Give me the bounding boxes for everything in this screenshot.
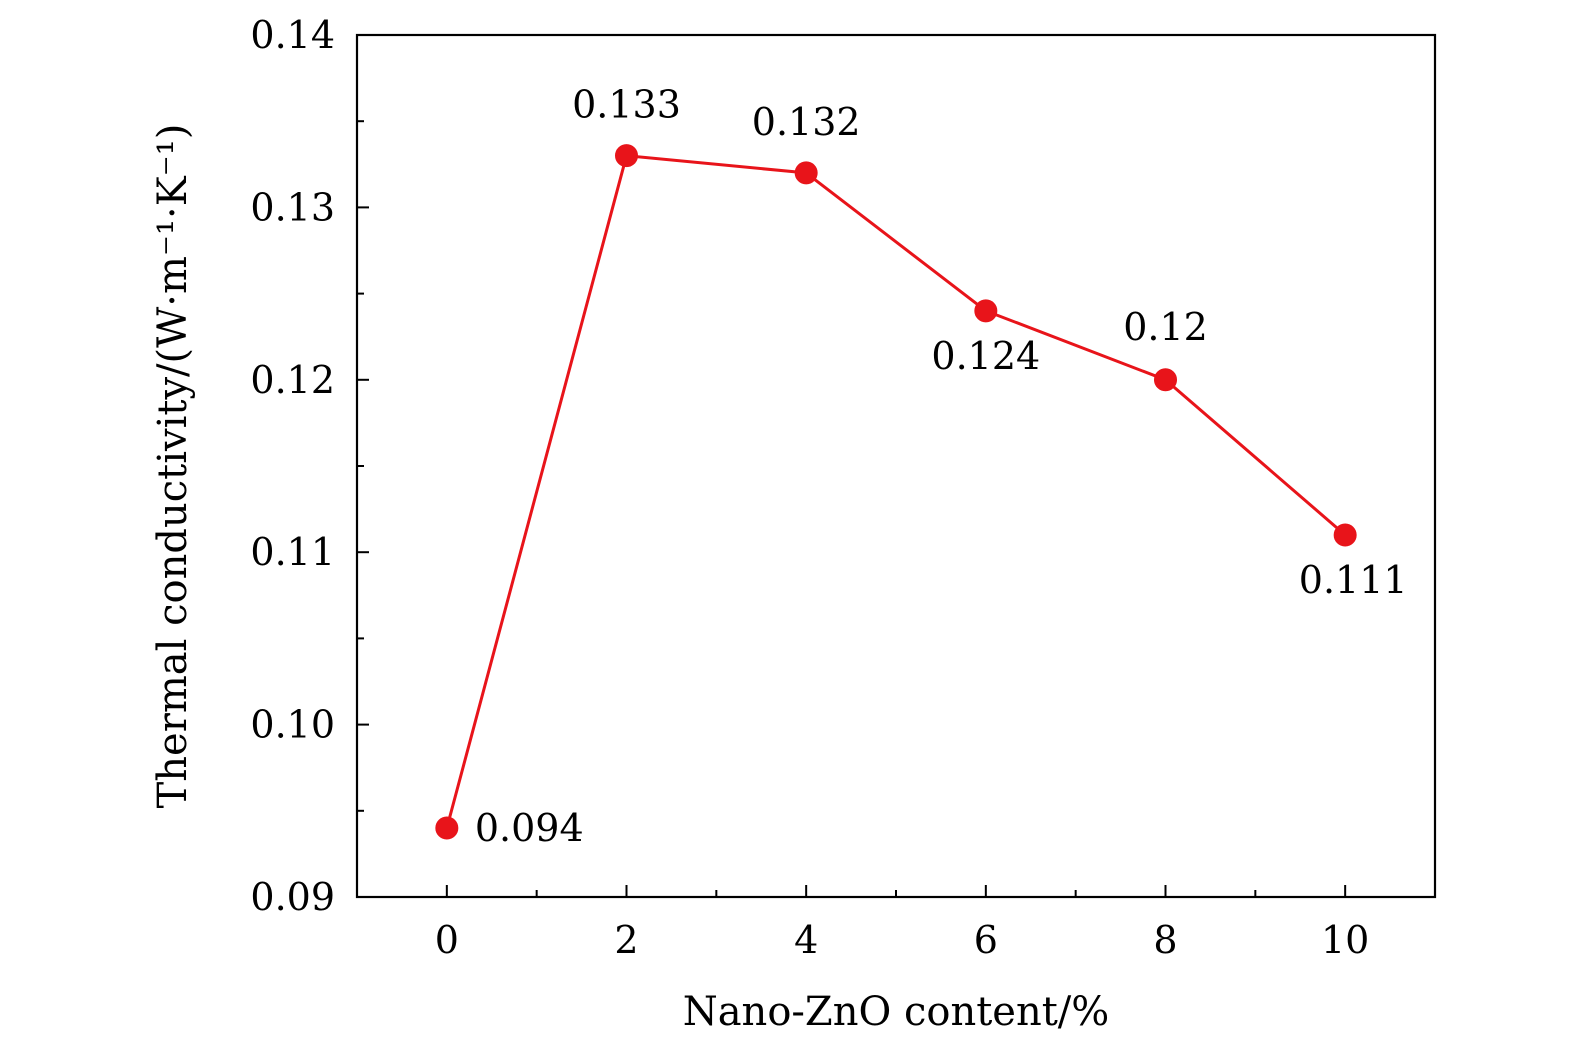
x-tick-label: 0 bbox=[435, 918, 459, 962]
x-tick-label: 8 bbox=[1153, 918, 1177, 962]
series-line bbox=[445, 154, 1347, 829]
y-tick-label: 0.09 bbox=[250, 875, 335, 919]
y-tick-label: 0.13 bbox=[250, 185, 335, 229]
data-label: 0.124 bbox=[931, 334, 1040, 378]
plot-border bbox=[355, 33, 1437, 899]
data-point bbox=[974, 299, 998, 323]
x-tick-label: 10 bbox=[1321, 918, 1369, 962]
data-label: 0.111 bbox=[1299, 558, 1408, 602]
x-axis-title: Nano-ZnO content/% bbox=[683, 989, 1110, 1035]
series-points-group bbox=[435, 144, 1357, 840]
data-point bbox=[615, 144, 638, 168]
y-tick-label: 0.12 bbox=[250, 358, 335, 402]
x-tick-label: 2 bbox=[614, 918, 638, 962]
data-labels-group: 0.094 0.133 0.132 0.124 0.12 0.111 bbox=[475, 83, 1408, 850]
x-tick-labels: 0 2 4 6 8 10 bbox=[435, 918, 1370, 962]
data-point bbox=[1333, 523, 1357, 547]
data-label: 0.094 bbox=[475, 806, 584, 850]
data-point bbox=[1154, 368, 1177, 392]
x-tick-label: 4 bbox=[794, 918, 818, 962]
data-label: 0.133 bbox=[572, 83, 681, 127]
data-label: 0.12 bbox=[1123, 305, 1208, 349]
axis-ticks bbox=[357, 34, 1347, 898]
y-tick-label: 0.10 bbox=[250, 703, 335, 747]
y-axis-title: Thermal conductivity/(W·m⁻¹·K⁻¹) bbox=[150, 124, 196, 809]
y-tick-labels: 0.09 0.10 0.11 0.12 0.13 0.14 bbox=[250, 13, 335, 919]
x-tick-label: 6 bbox=[974, 918, 998, 962]
data-point bbox=[435, 816, 459, 840]
series-line-group bbox=[445, 154, 1347, 829]
data-label: 0.132 bbox=[752, 100, 861, 144]
data-point bbox=[794, 161, 818, 185]
y-tick-label: 0.11 bbox=[250, 530, 335, 574]
y-tick-label: 0.14 bbox=[250, 13, 335, 57]
plot-area bbox=[355, 33, 1437, 899]
